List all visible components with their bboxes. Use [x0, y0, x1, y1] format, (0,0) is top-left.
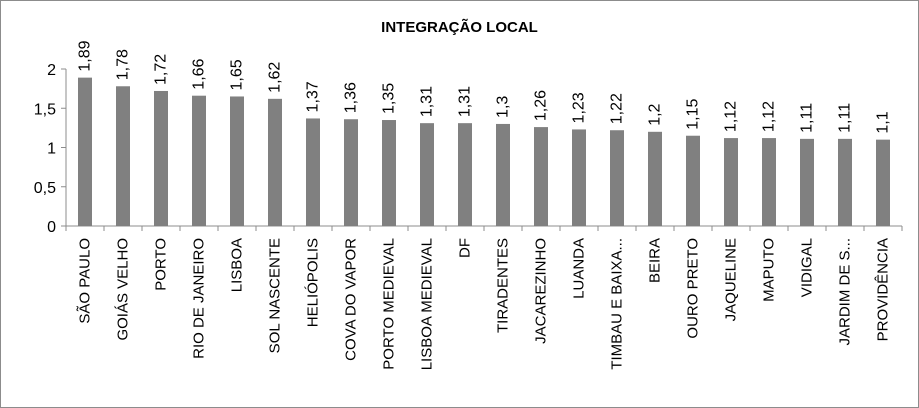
bar: [648, 131, 662, 226]
data-label: 1,72: [153, 54, 170, 85]
data-label: 1,31: [419, 86, 436, 117]
x-tick-label: BEIRA: [647, 238, 664, 283]
bar: [496, 123, 510, 226]
bar: [192, 95, 206, 226]
data-label: 1,2: [647, 103, 664, 125]
data-label: 1,26: [533, 90, 550, 121]
y-tick-label: 1,5: [34, 101, 56, 118]
x-tick-label: LISBOA: [229, 238, 246, 292]
data-label: 1,23: [571, 92, 588, 123]
bar: [268, 98, 282, 226]
data-label: 1,78: [115, 49, 132, 80]
x-tick-label: SOL NASCENTE: [267, 238, 284, 353]
bar: [610, 130, 624, 226]
bar: [534, 127, 548, 226]
x-tick-label: HELIÓPOLIS: [305, 238, 322, 327]
data-label: 1,65: [229, 59, 246, 90]
bar: [838, 138, 852, 226]
data-label: 1,12: [761, 101, 778, 132]
data-label: 1,12: [723, 101, 740, 132]
x-tick-label: SÃO PAULO: [77, 238, 94, 324]
y-tick-label: 0: [47, 219, 56, 236]
x-tick-label: VIDIGAL: [799, 238, 816, 297]
data-label: 1,15: [685, 98, 702, 129]
data-label: 1,66: [191, 58, 208, 89]
data-label: 1,37: [305, 81, 322, 112]
x-tick-label: PORTO: [153, 238, 170, 291]
x-tick-label: DF: [457, 238, 474, 258]
data-label: 1,22: [609, 93, 626, 124]
x-tick-label: RIO DE JANEIRO: [191, 238, 208, 359]
bar: [800, 138, 814, 226]
bar: [458, 123, 472, 226]
x-tick-label: LISBOA MEDIEVAL: [419, 238, 436, 370]
x-tick-label: TIMBAU E BAIXA...: [609, 238, 626, 370]
x-tick-label: JAQUELINE: [723, 238, 740, 321]
bar: [762, 138, 776, 226]
bar: [344, 119, 358, 226]
bar: [306, 118, 320, 226]
chart-title: INTEGRAÇÃO LOCAL: [381, 19, 538, 36]
bar: [154, 90, 168, 226]
data-label: 1,36: [343, 82, 360, 113]
x-tick-label: LUANDA: [571, 238, 588, 299]
bar: [876, 139, 890, 226]
x-tick-label: TIRADENTES: [495, 238, 512, 333]
data-label: 1,62: [267, 62, 284, 93]
data-label: 1,3: [495, 96, 512, 118]
x-tick-label: OURO PRETO: [685, 238, 702, 339]
bar: [686, 135, 700, 226]
bar: [572, 129, 586, 226]
bar: [230, 96, 244, 226]
x-tick-label: COVA DO VAPOR: [343, 238, 360, 361]
x-tick-label: PROVIDÊNCIA: [875, 238, 892, 341]
bar: [382, 120, 396, 226]
x-tick-label: MAPUTO: [761, 238, 778, 302]
data-label: 1,11: [837, 103, 854, 133]
y-tick-label: 1: [47, 141, 56, 158]
y-tick-label: 2: [47, 62, 56, 79]
x-tick-label: GOIÁS VELHO: [115, 238, 132, 341]
x-tick-label: PORTO MEDIEVAL: [381, 238, 398, 370]
bar: [78, 77, 92, 226]
data-label: 1,89: [77, 40, 94, 71]
data-label: 1,11: [799, 103, 816, 133]
y-tick-label: 0,5: [34, 180, 56, 197]
bar: [724, 138, 738, 226]
x-tick-label: JARDIM DE S...: [837, 238, 854, 346]
bar: [420, 123, 434, 226]
data-label: 1,1: [875, 111, 892, 133]
bar: [116, 86, 130, 227]
data-label: 1,35: [381, 83, 398, 114]
data-label: 1,31: [457, 86, 474, 117]
x-tick-label: JACAREZINHO: [533, 238, 550, 344]
